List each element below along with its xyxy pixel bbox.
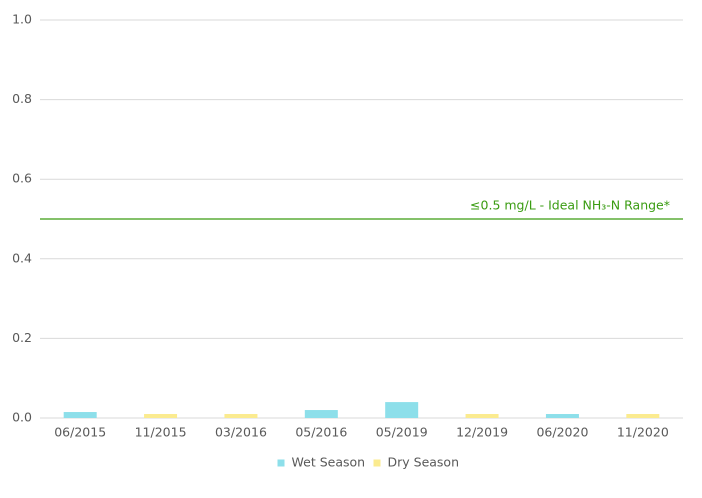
y-tick-label: 0.0 bbox=[12, 410, 32, 425]
bar bbox=[304, 410, 338, 418]
y-tick-label: 0.4 bbox=[12, 250, 32, 265]
x-tick-label: 05/2016 bbox=[295, 425, 347, 440]
y-tick-label: 1.0 bbox=[12, 12, 32, 27]
bar bbox=[385, 402, 419, 418]
reference-label: ≤0.5 mg/L - Ideal NH₃-N Range* bbox=[470, 198, 670, 213]
y-tick-label: 0.8 bbox=[12, 91, 32, 106]
bar bbox=[144, 414, 178, 418]
y-tick-label: 0.2 bbox=[12, 330, 32, 345]
bar bbox=[224, 414, 258, 418]
x-tick-label: 05/2019 bbox=[376, 425, 428, 440]
legend-label: Wet Season bbox=[292, 455, 366, 470]
bar bbox=[63, 412, 97, 418]
legend-swatch bbox=[373, 459, 381, 467]
bar bbox=[545, 414, 579, 418]
x-tick-label: 12/2019 bbox=[456, 425, 508, 440]
x-tick-label: 06/2015 bbox=[54, 425, 106, 440]
x-tick-label: 11/2020 bbox=[617, 425, 669, 440]
x-tick-label: 06/2020 bbox=[536, 425, 588, 440]
bar bbox=[465, 414, 499, 418]
legend-label: Dry Season bbox=[388, 455, 460, 470]
y-tick-label: 0.6 bbox=[12, 171, 32, 186]
x-tick-label: 11/2015 bbox=[135, 425, 187, 440]
legend-swatch bbox=[277, 459, 285, 467]
bar bbox=[626, 414, 660, 418]
x-tick-label: 03/2016 bbox=[215, 425, 267, 440]
